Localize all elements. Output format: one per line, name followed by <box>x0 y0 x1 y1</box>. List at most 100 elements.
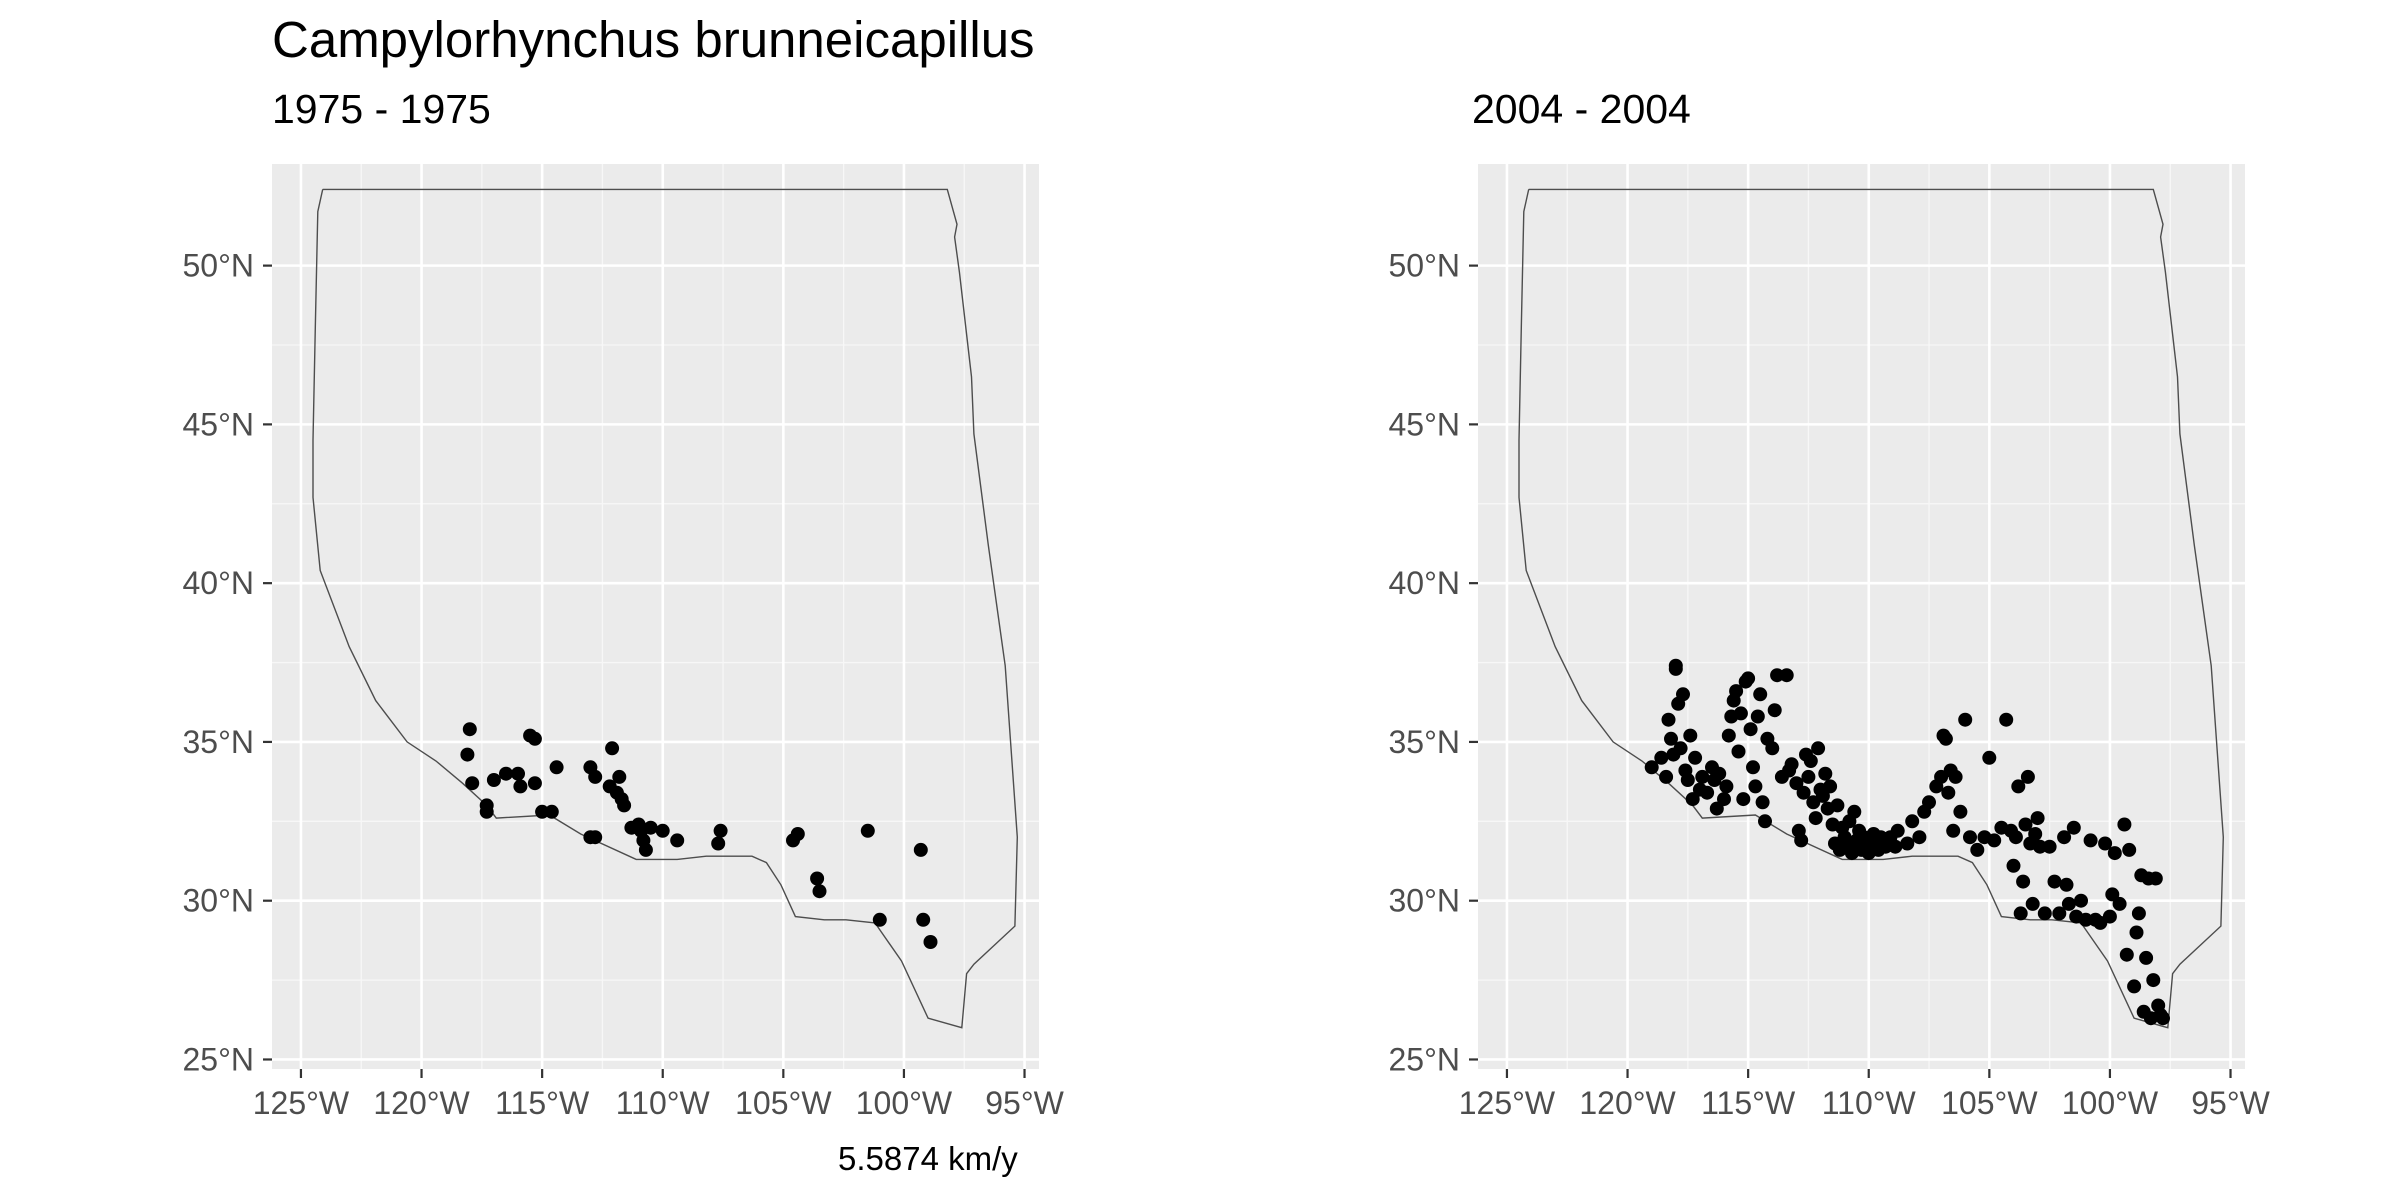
y-tick-label: 25°N <box>1389 1041 1461 1077</box>
data-point <box>1676 687 1690 702</box>
data-point <box>2107 846 2122 861</box>
data-point <box>2129 925 2144 940</box>
data-point <box>1982 750 1997 765</box>
data-point <box>860 823 875 838</box>
data-point <box>1721 728 1736 743</box>
data-point <box>2102 909 2117 924</box>
y-tick-label: 30°N <box>183 883 255 919</box>
data-point <box>527 731 542 746</box>
data-point <box>462 722 477 737</box>
data-point <box>2037 906 2052 921</box>
panel-2: 125°W 120°W 115°W 110°W 105°W 100°W 95°W 25°N 30… <box>1389 164 2271 1121</box>
y-tick-label: 25°N <box>183 1041 255 1077</box>
y-tick-label: 45°N <box>1389 406 1461 442</box>
data-point <box>1709 801 1724 816</box>
x-tick-label: 110°W <box>1822 1085 1917 1121</box>
data-point <box>1815 788 1830 803</box>
data-point <box>1683 728 1698 743</box>
data-point <box>1748 779 1763 794</box>
data-point <box>1888 839 1903 854</box>
data-point <box>617 798 632 813</box>
data-point <box>1963 830 1977 845</box>
data-point <box>612 769 627 784</box>
data-point <box>2011 779 2026 794</box>
data-point <box>1941 785 1956 800</box>
data-point <box>1661 712 1676 727</box>
data-point <box>1719 779 1734 794</box>
y-tick-label: 35°N <box>1389 724 1461 760</box>
data-point <box>1770 668 1785 683</box>
data-point <box>810 871 825 886</box>
data-point <box>2061 896 2076 911</box>
data-point <box>1789 776 1804 791</box>
panel-background <box>272 164 1039 1069</box>
data-point <box>2028 827 2043 841</box>
data-point <box>2020 769 2035 784</box>
data-point <box>1743 722 1758 737</box>
data-point <box>1818 766 1833 781</box>
data-point <box>1808 811 1823 826</box>
data-point <box>511 766 525 781</box>
data-point <box>2052 906 2067 921</box>
data-point <box>1688 750 1703 765</box>
data-point <box>790 827 805 841</box>
x-tick-label: 120°W <box>1579 1085 1676 1121</box>
data-point <box>1823 779 1838 794</box>
data-point <box>2042 839 2057 854</box>
data-point <box>486 773 501 787</box>
data-point <box>2131 906 2146 921</box>
data-point <box>2112 896 2127 911</box>
data-point <box>1755 795 1770 810</box>
data-point <box>2119 947 2134 962</box>
data-point <box>513 779 528 794</box>
data-point <box>913 842 928 857</box>
data-point <box>1912 830 1927 845</box>
data-point <box>1717 792 1731 807</box>
data-point <box>2146 973 2161 988</box>
data-point <box>1890 823 1905 838</box>
data-point <box>812 884 827 899</box>
y-tick-label: 40°N <box>1389 565 1461 601</box>
x-tick-label: 125°W <box>253 1085 350 1121</box>
data-point <box>916 912 931 927</box>
data-point <box>2016 874 2031 889</box>
data-point <box>1644 760 1659 775</box>
data-point <box>2083 833 2098 848</box>
y-tick-label: 50°N <box>183 248 255 284</box>
panel-1: 125°W 120°W 115°W 110°W 105°W 100°W 95°W 25°N 30… <box>183 164 1065 1121</box>
data-point <box>479 804 494 819</box>
data-point <box>605 741 620 756</box>
data-point <box>1664 731 1678 746</box>
data-point <box>1999 712 2014 727</box>
data-point <box>549 760 564 775</box>
data-point <box>2098 836 2113 851</box>
region-outline <box>1518 188 2225 1029</box>
data-point <box>2139 950 2154 965</box>
data-point <box>1801 769 1816 784</box>
data-point <box>2078 912 2093 927</box>
data-point <box>1746 760 1760 775</box>
data-point <box>2018 817 2033 832</box>
y-tick-label: 45°N <box>183 406 255 442</box>
data-point <box>535 804 550 819</box>
data-point <box>2074 893 2088 908</box>
data-point <box>1900 836 1915 851</box>
data-point <box>2127 979 2142 994</box>
data-point <box>1685 792 1700 807</box>
data-point <box>527 776 542 791</box>
data-point <box>872 912 887 927</box>
x-tick-label: 110°W <box>616 1085 711 1121</box>
data-point <box>1922 795 1936 810</box>
data-point <box>1948 769 1963 784</box>
data-point <box>1712 766 1727 781</box>
data-point <box>1733 706 1748 721</box>
data-point <box>2047 874 2062 889</box>
data-point <box>1680 773 1695 787</box>
x-tick-label: 115°W <box>495 1085 590 1121</box>
y-tick-label: 50°N <box>1389 248 1461 284</box>
data-point <box>1970 842 1985 857</box>
panel-background <box>1478 164 2245 1069</box>
data-point <box>1695 769 1710 784</box>
